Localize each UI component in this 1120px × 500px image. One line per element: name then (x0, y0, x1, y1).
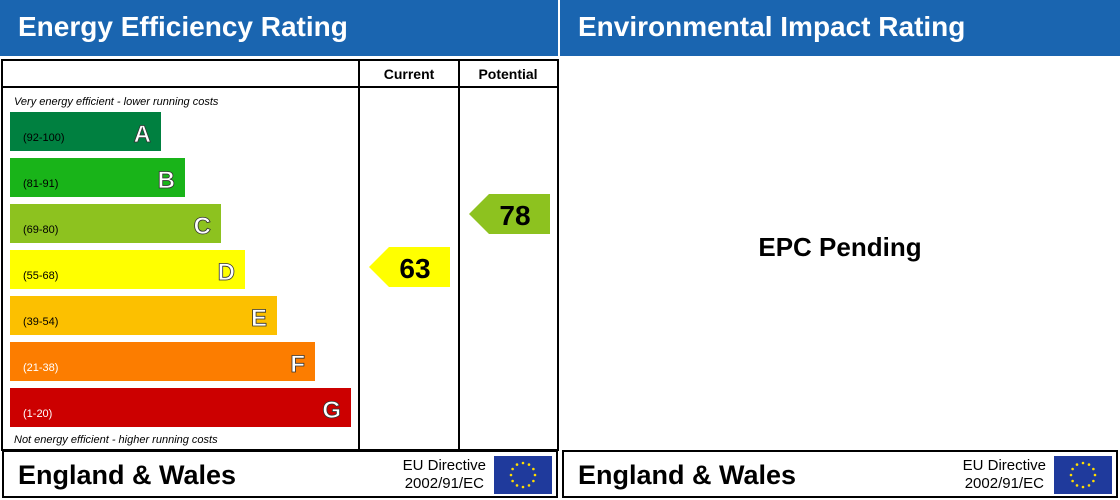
eu-directive: EU Directive 2002/91/EC (403, 457, 486, 493)
band-bar-E (10, 296, 277, 335)
band-range: (21-38) (23, 362, 58, 374)
directive-line1: EU Directive (962, 457, 1046, 474)
band-bar-G (10, 388, 351, 427)
eu-star (515, 463, 519, 466)
eu-star (515, 484, 519, 487)
eu-star (527, 484, 531, 487)
band-bar-A (10, 112, 161, 151)
eu-star (1093, 473, 1097, 477)
column-header-current: Current (384, 66, 435, 82)
top-note: Very energy efficient - lower running co… (14, 96, 219, 108)
eu-star (509, 473, 513, 477)
band-range: (81-91) (23, 178, 58, 190)
band-range: (55-68) (23, 270, 58, 282)
eu-star (1075, 484, 1079, 487)
current-rating-value: 63 (399, 253, 430, 284)
environmental-impact-title: Environmental Impact Rating (560, 0, 1120, 56)
current-rating-arrow (369, 247, 450, 287)
eu-star (521, 485, 525, 489)
eu-star (1087, 484, 1091, 487)
potential-rating-arrow (469, 194, 550, 234)
footer-right: England & Wales EU Directive 2002/91/EC (562, 450, 1118, 498)
eu-star (533, 473, 537, 477)
band-letter: D (218, 259, 235, 286)
energy-rating-chart: Current Potential Very energy efficient - … (1, 59, 559, 451)
energy-efficiency-title: Energy Efficiency Rating (0, 0, 558, 56)
eu-star (1075, 463, 1079, 466)
eu-star (1071, 467, 1074, 471)
band-bar-C (10, 204, 221, 243)
band-bar-F (10, 342, 315, 381)
eu-flag-icon (494, 456, 552, 494)
band-bar-D (10, 250, 245, 289)
eu-star (527, 463, 531, 466)
eu-directive: EU Directive 2002/91/EC (963, 457, 1046, 493)
eu-star (511, 479, 514, 483)
eu-star (521, 461, 525, 465)
eu-star (1092, 467, 1095, 471)
band-letter: G (322, 397, 341, 424)
directive-line1: EU Directive (402, 457, 486, 474)
band-range: (1-20) (23, 408, 52, 420)
potential-rating-value: 78 (499, 200, 530, 231)
eu-star (511, 467, 514, 471)
eu-star (1092, 479, 1095, 483)
band-range: (92-100) (23, 132, 65, 144)
band-range: (69-80) (23, 224, 58, 236)
band-range: (39-54) (23, 316, 58, 328)
eu-star (532, 479, 535, 483)
band-bar-B (10, 158, 185, 197)
region-label: England & Wales (18, 460, 237, 490)
bottom-note: Not energy efficient - higher running co… (14, 434, 218, 446)
eu-star (532, 467, 535, 471)
region-label: England & Wales (578, 460, 797, 490)
band-letter: F (290, 351, 305, 378)
band-letter: E (251, 305, 267, 332)
eu-flag-icon (1054, 456, 1112, 494)
eu-star (1081, 461, 1085, 465)
epc-pending-text: EPC Pending (758, 232, 922, 262)
eu-star (1071, 479, 1074, 483)
band-letter: B (158, 167, 175, 194)
footer-left: England & Wales EU Directive 2002/91/EC (2, 450, 558, 498)
directive-line2: 2002/91/EC (404, 475, 484, 492)
directive-line2: 2002/91/EC (964, 475, 1044, 492)
band-letter: C (194, 213, 211, 240)
eu-star (1087, 463, 1091, 466)
eu-star (1081, 485, 1085, 489)
band-letter: A (134, 121, 151, 148)
column-header-potential: Potential (478, 66, 537, 82)
eu-star (1069, 473, 1073, 477)
